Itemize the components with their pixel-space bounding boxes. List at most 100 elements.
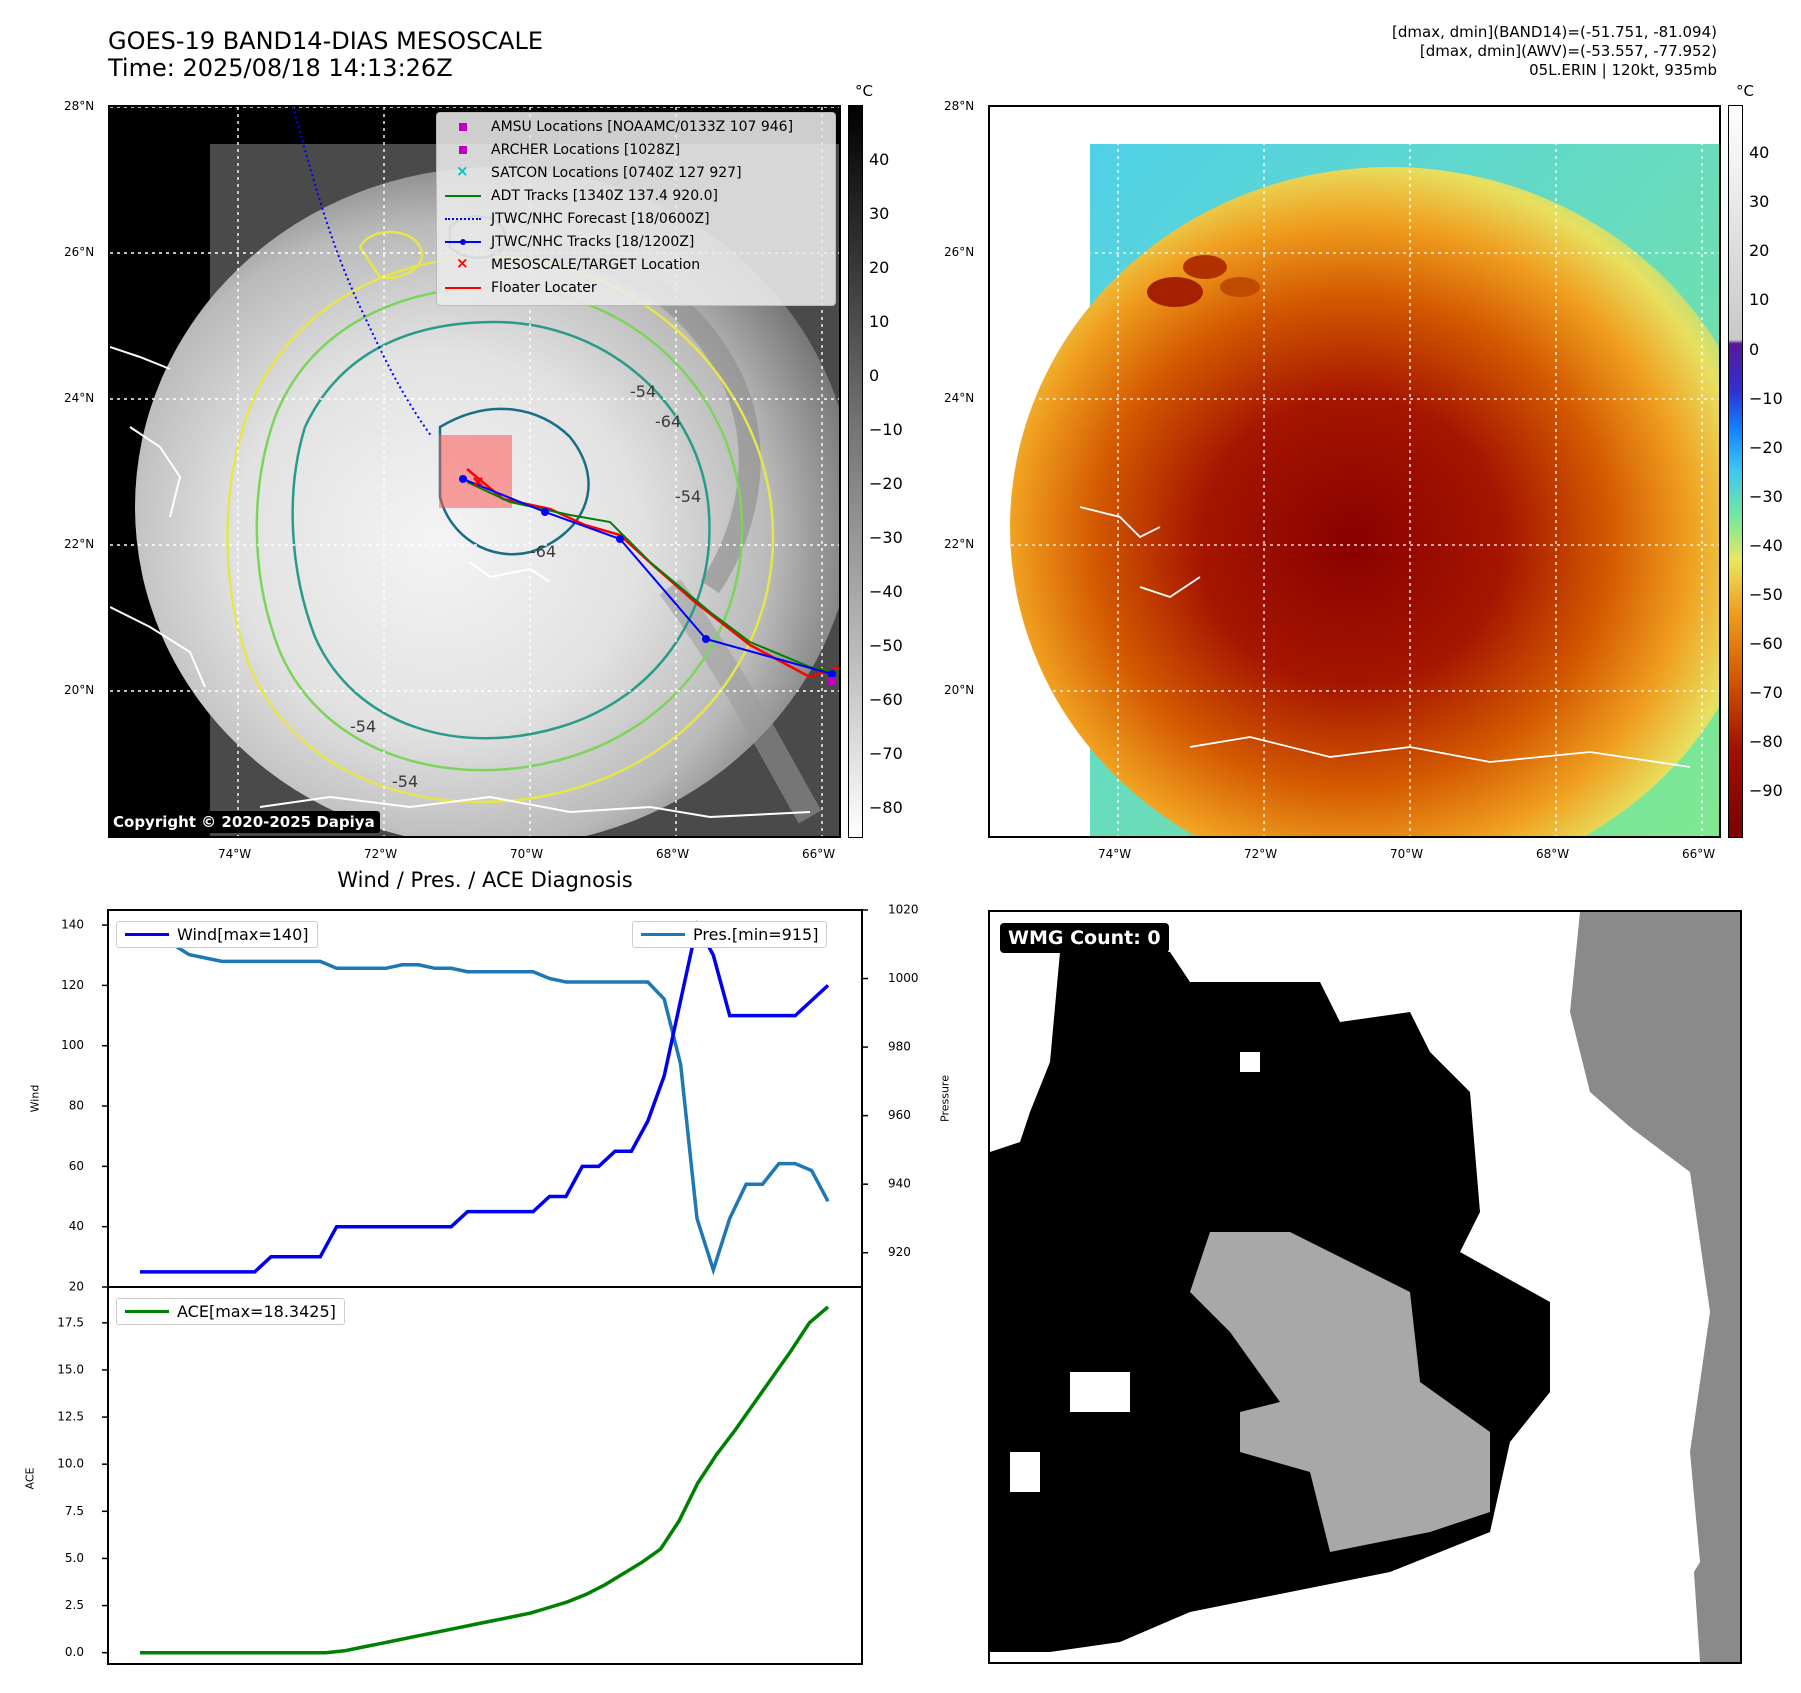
contour-labels: -54 -64 -54 -64 -54 -54 bbox=[350, 382, 701, 791]
legend-label: ARCHER Locations [1028Z] bbox=[491, 142, 681, 158]
stats-block: [dmax, dmin](BAND14)=(-51.751, -81.094) … bbox=[1392, 23, 1717, 80]
lat-label: 22°N bbox=[64, 537, 95, 551]
stats-line-3: 05L.ERIN | 120kt, 935mb bbox=[1529, 61, 1717, 79]
colorbar-tick: −60 bbox=[1749, 634, 1783, 653]
pressure-legend: Pres.[min=915] bbox=[632, 921, 828, 948]
colorbar-tick: 10 bbox=[1749, 290, 1770, 309]
pressure-tick-label: 1000 bbox=[888, 971, 919, 985]
colorbar-tick: −20 bbox=[1749, 438, 1783, 457]
diagnosis-title: Wind / Pres. / ACE Diagnosis bbox=[337, 868, 633, 892]
colorbar-tick: −30 bbox=[869, 528, 903, 547]
lat-label: 20°N bbox=[64, 683, 95, 697]
contour-label: -64 bbox=[655, 412, 681, 431]
legend-swatch bbox=[125, 1310, 169, 1313]
colorbar-tick: −40 bbox=[869, 582, 903, 601]
legend-item-forecast: JTWC/NHC Forecast [18/0600Z] bbox=[445, 209, 710, 229]
ace-tick-label: 15.0 bbox=[57, 1362, 84, 1376]
contour-label: -54 bbox=[675, 487, 701, 506]
wind-y-ticks: 140 120 100 80 60 40 20 bbox=[61, 918, 108, 1294]
awv-gridlines bbox=[990, 107, 1719, 836]
legend-swatch bbox=[445, 120, 481, 134]
lat-label: 24°N bbox=[64, 391, 95, 405]
best-track-points bbox=[459, 475, 836, 678]
pressure-tick-label: 940 bbox=[888, 1177, 911, 1191]
lat-label: 24°N bbox=[944, 391, 975, 405]
lat-label: 26°N bbox=[944, 245, 975, 259]
ace-series-line bbox=[140, 1305, 830, 1655]
colorbar-tick: −50 bbox=[869, 636, 903, 655]
lat-label: 20°N bbox=[944, 683, 975, 697]
legend-item-archer: ARCHER Locations [1028Z] bbox=[445, 140, 680, 160]
wind-tick-label: 80 bbox=[69, 1099, 84, 1113]
legend-item-target: × MESOSCALE/TARGET Location bbox=[445, 254, 701, 275]
ace-tick-label: 7.5 bbox=[65, 1504, 84, 1518]
legend-swatch bbox=[125, 933, 169, 936]
legend-label: ADT Tracks [1340Z 137.4 920.0] bbox=[491, 188, 718, 204]
colorbar-tick: −80 bbox=[1749, 732, 1783, 751]
lat-label: 28°N bbox=[64, 99, 95, 113]
contour-label: -54 bbox=[350, 717, 376, 736]
wind-tick-label: 40 bbox=[69, 1219, 84, 1233]
ace-plot-frame bbox=[107, 1286, 863, 1665]
colorbar-tick: −90 bbox=[1749, 781, 1783, 800]
awv-map-svg bbox=[990, 107, 1719, 836]
copyright-label: Copyright © 2020-2025 Dapiya bbox=[108, 811, 380, 833]
legend-label: MESOSCALE/TARGET Location bbox=[491, 257, 701, 273]
colorbar-tick: −30 bbox=[1749, 487, 1783, 506]
lon-label: 74°W bbox=[1098, 847, 1132, 861]
lon-label: 68°W bbox=[656, 847, 690, 861]
awv-storm bbox=[1010, 167, 1719, 836]
contour-label: -54 bbox=[392, 772, 418, 791]
lat-label: 28°N bbox=[944, 99, 975, 113]
target-marker bbox=[473, 477, 483, 487]
ace-tick-label: 2.5 bbox=[65, 1598, 84, 1612]
colorbar-tick: 30 bbox=[869, 204, 890, 223]
legend-item-amsu: AMSU Locations [NOAAMC/0133Z 107 946] bbox=[445, 117, 793, 137]
title-line-2: Time: 2025/08/18 14:13:26Z bbox=[108, 54, 453, 82]
pressure-legend-label: Pres.[min=915] bbox=[693, 925, 819, 944]
colorbar-tick: −50 bbox=[1749, 585, 1783, 604]
wmg-count-label: WMG Count: 0 bbox=[1000, 923, 1169, 953]
ace-tick-label: 5.0 bbox=[65, 1551, 84, 1565]
colorbar-tick: −70 bbox=[1749, 683, 1783, 702]
wind-tick-label: 100 bbox=[61, 1038, 84, 1052]
legend-label: AMSU Locations [NOAAMC/0133Z 107 946] bbox=[491, 119, 794, 135]
lon-label: 72°W bbox=[1244, 847, 1278, 861]
legend-item-floater: Floater Locater bbox=[445, 278, 597, 298]
ace-legend-label: ACE[max=18.3425] bbox=[177, 1302, 336, 1321]
wind-legend: Wind[max=140] bbox=[116, 921, 318, 948]
colorbar-tick: 0 bbox=[1749, 340, 1760, 359]
colorbar-tick: −40 bbox=[1749, 536, 1783, 555]
pressure-tick-label: 1020 bbox=[888, 903, 919, 917]
legend-swatch bbox=[445, 189, 481, 203]
ace-tick-label: 10.0 bbox=[57, 1457, 84, 1471]
legend-swatch: × bbox=[456, 162, 469, 180]
ace-y-ticks: 17.5 15.0 12.5 10.0 7.5 5.0 2.5 0.0 bbox=[57, 1315, 108, 1659]
ace-tick-label: 12.5 bbox=[57, 1410, 84, 1424]
legend-item-satcon: × SATCON Locations [0740Z 127 927] bbox=[445, 162, 742, 183]
colorbar-tick: −20 bbox=[869, 474, 903, 493]
colorbar-right bbox=[1728, 105, 1743, 838]
legend-label: JTWC/NHC Forecast [18/0600Z] bbox=[491, 211, 710, 227]
colorbar-tick: 40 bbox=[869, 150, 890, 169]
stats-line-2: [dmax, dmin](AWV)=(-53.557, -77.952) bbox=[1419, 42, 1717, 60]
lon-label: 70°W bbox=[1390, 847, 1424, 861]
legend-swatch bbox=[445, 212, 481, 226]
figure-title: GOES-19 BAND14-DIAS MESOSCALE Time: 2025… bbox=[108, 28, 543, 82]
legend-label: JTWC/NHC Tracks [18/1200Z] bbox=[491, 234, 695, 250]
colorbar-tick: 0 bbox=[869, 366, 880, 385]
legend-swatch bbox=[445, 281, 481, 295]
legend-swatch: × bbox=[456, 254, 469, 272]
pressure-tick-label: 980 bbox=[888, 1040, 911, 1054]
legend-item-adt: ADT Tracks [1340Z 137.4 920.0] bbox=[445, 186, 718, 206]
ace-tick-label: 17.5 bbox=[57, 1315, 84, 1329]
pressure-series-line bbox=[140, 942, 830, 1276]
colorbar-tick: −60 bbox=[869, 690, 903, 709]
legend-swatch bbox=[445, 235, 481, 249]
colorbar-tick: 30 bbox=[1749, 192, 1770, 211]
lon-label: 68°W bbox=[1536, 847, 1570, 861]
lon-label: 74°W bbox=[218, 847, 252, 861]
contour-inner bbox=[291, 320, 711, 740]
colorbar-tick: 40 bbox=[1749, 143, 1770, 162]
